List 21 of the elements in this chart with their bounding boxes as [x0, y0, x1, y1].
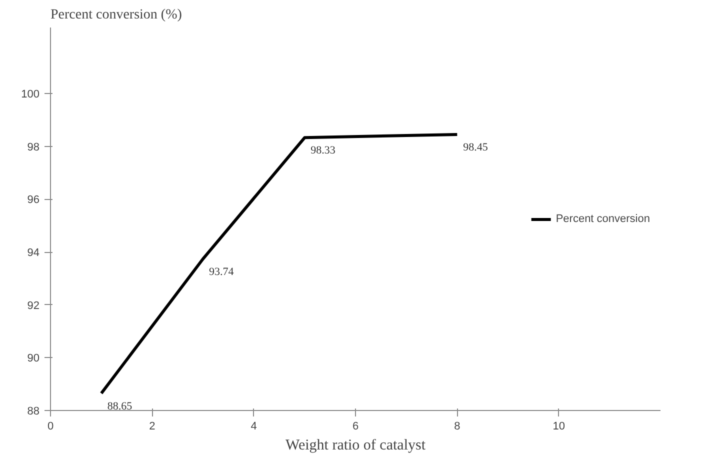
data-label: 98.45: [463, 141, 488, 154]
x-tick-label: 10: [552, 420, 565, 432]
y-tick-label: 94: [27, 247, 40, 260]
legend-label: Percent conversion: [556, 212, 650, 224]
data-label: 88.65: [107, 400, 133, 412]
y-tick-label: 98: [27, 141, 40, 154]
line-series: [100, 132, 459, 395]
x-tick-label: 0: [47, 420, 54, 432]
y-tick-label: 96: [27, 194, 40, 206]
data-label: 98.33: [310, 144, 336, 157]
x-tick-label: 2: [149, 420, 156, 432]
y-tick-label: 90: [27, 352, 40, 365]
data-label: 93.74: [209, 266, 234, 278]
x-tick-label: 6: [352, 420, 359, 432]
y-axis-title: Percent conversion (%): [50, 8, 182, 22]
x-axis-title: Weight ratio of catalyst: [286, 438, 426, 454]
x-tick-label: 4: [250, 420, 257, 432]
x-tick-label: 8: [454, 420, 460, 432]
y-tick-label: 92: [27, 300, 40, 312]
y-tick-label: 88: [27, 406, 40, 418]
y-tick-label: 100: [21, 88, 40, 101]
